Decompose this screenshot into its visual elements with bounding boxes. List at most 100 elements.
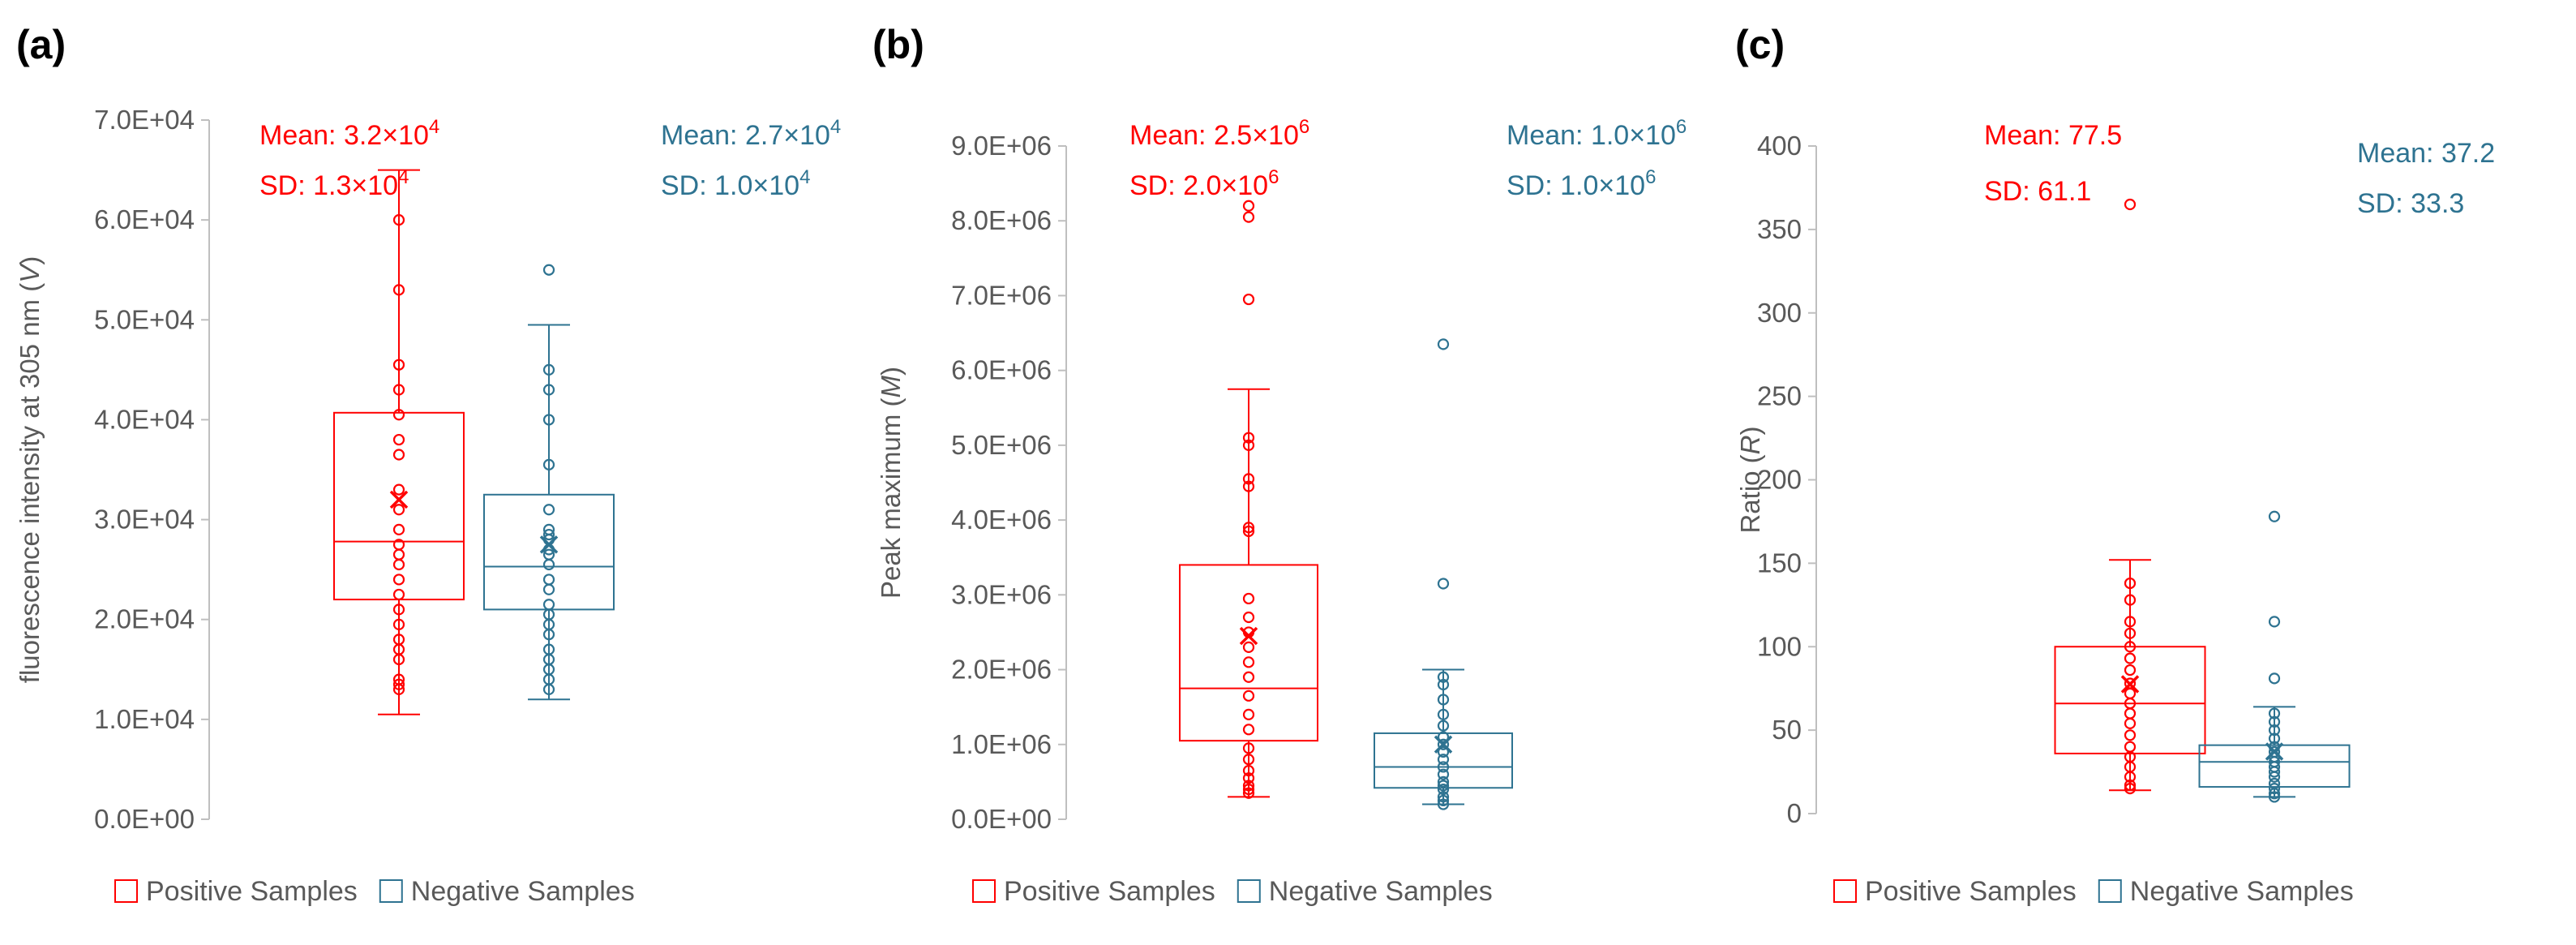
data-point	[392, 523, 405, 535]
y-tick-label: 4.0E+06	[951, 505, 1052, 535]
data-point	[1437, 761, 1450, 773]
data-point	[392, 284, 405, 296]
data-point	[542, 573, 555, 586]
sd-stat-text: SD: 1.3×104	[259, 166, 409, 201]
y-tick-label: 100	[1757, 631, 1802, 661]
data-point	[542, 414, 555, 426]
data-point	[1437, 745, 1450, 758]
mean-stat-text: Mean: 1.0×106	[1507, 116, 1687, 151]
y-tick-label: 350	[1757, 214, 1802, 244]
y-tick-label: 50	[1772, 715, 1802, 745]
mean-marker	[539, 535, 559, 554]
mean-stat-text: Mean: 37.2	[2357, 138, 2495, 169]
data-point	[2268, 788, 2281, 800]
data-point	[1437, 791, 1450, 803]
legend-swatch	[114, 879, 138, 903]
data-point	[1437, 738, 1450, 750]
data-point	[1242, 724, 1255, 736]
data-point	[1242, 742, 1255, 754]
legend-label: Negative Samples	[1269, 876, 1493, 907]
data-point	[1242, 656, 1255, 668]
data-point	[2124, 577, 2137, 590]
data-point	[542, 528, 555, 541]
data-point	[542, 363, 555, 376]
data-point	[542, 504, 555, 516]
data-point	[1242, 293, 1255, 306]
data-point	[392, 588, 405, 601]
data-point	[392, 214, 405, 226]
data-point	[2124, 687, 2137, 699]
y-tick-label: 400	[1757, 131, 1802, 161]
legend: Positive Samples Negative Samples	[114, 876, 635, 907]
mean-marker	[2120, 675, 2140, 694]
data-point	[392, 653, 405, 666]
data-point	[2268, 771, 2281, 783]
data-point	[542, 264, 555, 276]
legend-swatch	[972, 879, 996, 903]
data-point	[542, 458, 555, 470]
y-tick-label: 7.0E+04	[94, 105, 195, 135]
mean-marker	[1239, 626, 1258, 646]
box	[2054, 646, 2206, 754]
data-point	[1242, 439, 1255, 451]
data-point	[2124, 783, 2137, 795]
y-tick-label: 0	[1787, 798, 1802, 828]
y-tick-label: 4.0E+04	[94, 404, 195, 434]
data-point	[1242, 754, 1255, 766]
y-tick-label: 0.0E+00	[94, 804, 195, 834]
data-point	[2268, 791, 2281, 803]
panel-letter: (c)	[1735, 22, 1785, 67]
data-point	[392, 548, 405, 561]
y-axis-label: Ratio (R)	[1735, 426, 1765, 533]
data-point	[1437, 775, 1450, 788]
mean-stat-text: Mean: 2.5×106	[1129, 116, 1309, 151]
data-point	[1242, 432, 1255, 444]
box	[2198, 744, 2351, 788]
data-point	[392, 449, 405, 461]
data-point	[2124, 198, 2137, 211]
panel-letter: (b)	[872, 22, 924, 67]
data-point	[2268, 672, 2281, 685]
data-point	[1242, 473, 1255, 485]
mean-stat-text: Mean: 77.5	[1984, 120, 2122, 151]
data-point	[2124, 717, 2137, 729]
legend-label: Positive Samples	[1865, 876, 2077, 907]
data-point	[1437, 784, 1450, 796]
y-tick-label: 2.0E+04	[94, 604, 195, 634]
data-point	[2268, 510, 2281, 522]
panel-3: (c) 0 50 100 150 200 250 300 350 400 Ratio (R) Mean…	[1735, 22, 2495, 907]
data-point	[2268, 783, 2281, 795]
data-point	[2124, 664, 2137, 677]
series-negative: Mean: 37.2 SD: 33.3	[2198, 138, 2495, 803]
legend-swatch	[1833, 879, 1857, 903]
y-axis-label: fluorescence intensity at 305 nm (V)	[15, 256, 45, 683]
y-tick-label: 8.0E+06	[951, 205, 1052, 235]
data-point	[1437, 798, 1450, 810]
data-point	[1437, 708, 1450, 720]
data-point	[1437, 694, 1450, 706]
data-point	[2124, 594, 2137, 606]
data-point	[392, 678, 405, 690]
y-tick-label: 2.0E+06	[951, 655, 1052, 685]
data-point	[542, 629, 555, 641]
legend: Positive Samples Negative Samples	[1833, 876, 2354, 907]
data-point	[1242, 592, 1255, 605]
box	[1374, 732, 1513, 789]
data-point	[2268, 766, 2281, 778]
sd-stat-text: SD: 1.0×106	[1507, 166, 1656, 201]
mean-marker	[389, 490, 409, 509]
data-point	[392, 409, 405, 421]
y-tick-label: 6.0E+06	[951, 355, 1052, 385]
data-point	[392, 604, 405, 616]
y-tick-label: 1.0E+06	[951, 729, 1052, 759]
data-point	[1437, 768, 1450, 780]
data-point	[542, 683, 555, 696]
series-negative: Mean: 2.7×104 SD: 1.0×104	[483, 116, 841, 701]
legend: Positive Samples Negative Samples	[972, 876, 1493, 907]
data-point	[2124, 707, 2137, 719]
y-tick-label: 5.0E+06	[951, 430, 1052, 460]
data-point	[1242, 611, 1255, 624]
data-point	[2124, 627, 2137, 639]
y-tick-label: 7.0E+06	[951, 280, 1052, 310]
